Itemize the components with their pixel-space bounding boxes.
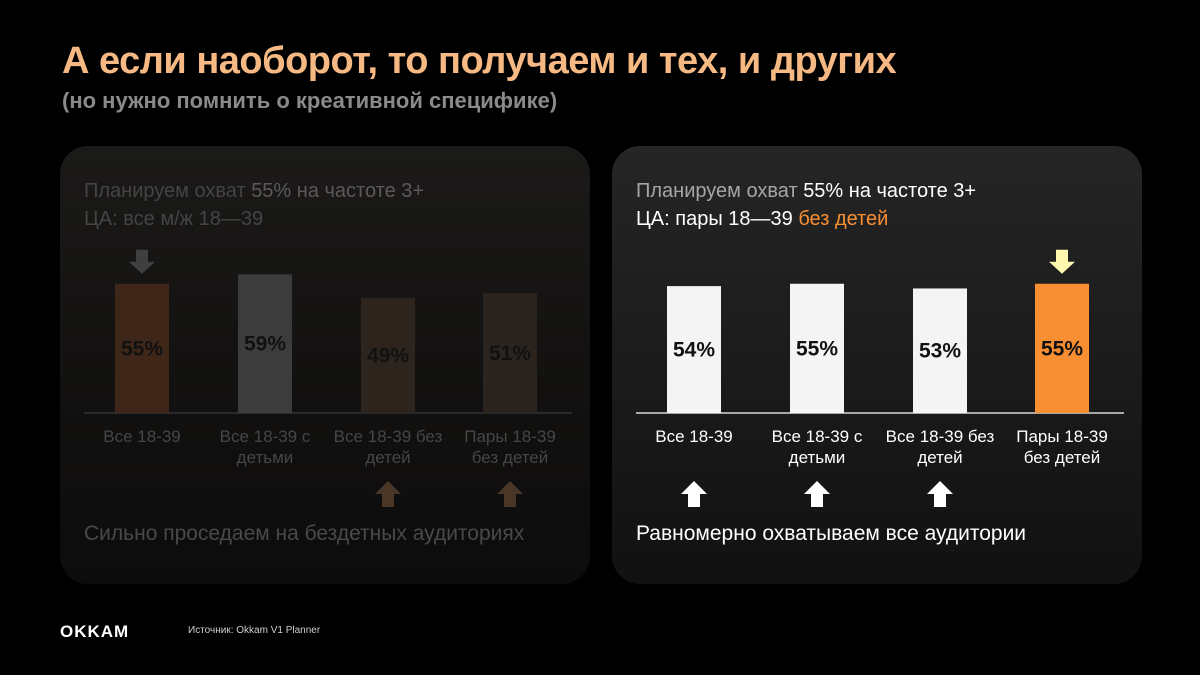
value-label: 55%: [121, 337, 163, 360]
panel-heading-line2: ЦА: пары 18—39 без детей: [636, 208, 888, 231]
panel-couples-no-kids: Планируем охват 55% на частоте 3+ ЦА: па…: [612, 146, 1142, 584]
heading-highlight: 55% на частоте 3+: [803, 180, 977, 202]
arrow-up-icon: [497, 481, 523, 507]
page-title: А если наоборот, то получаем и тех, и др…: [62, 40, 897, 82]
category-label: Все 18-39: [655, 427, 733, 446]
category-label: Все 18-39 с детьми: [771, 427, 863, 467]
bar: [667, 286, 721, 413]
arrow-down-icon: [1049, 249, 1075, 274]
value-label: 51%: [489, 342, 531, 365]
bar: [1035, 283, 1089, 413]
value-label: 53%: [919, 340, 961, 363]
heading-target: ЦА: пары 18—39: [636, 208, 799, 230]
arrow-up-icon: [375, 481, 401, 507]
category-label: Все 18-39: [103, 427, 181, 446]
category-label: Пары 18-39 без детей: [1016, 427, 1108, 467]
heading-target: ЦА: все м/ж 18—39: [84, 208, 264, 230]
bar: [115, 283, 169, 413]
category-label: Пары 18-39 без детей: [464, 427, 556, 467]
logo: OKKAM: [60, 622, 130, 641]
bar-chart-couples-no-kids: 54% 55% 53% 55%: [636, 249, 1124, 507]
category-label: Все 18-39 с детьми: [219, 427, 311, 467]
bar: [483, 293, 537, 413]
panel-heading-line1: Планируем охват 55% на частоте 3+: [636, 180, 976, 203]
heading-prefix: Планируем охват: [636, 180, 804, 202]
category-label: Все 18-39 без детей: [333, 427, 443, 467]
arrow-up-icon: [681, 481, 707, 507]
value-label: 49%: [367, 344, 409, 367]
panel-heading-line1: Планируем охват 55% на частоте 3+: [84, 180, 424, 203]
bar: [913, 288, 967, 413]
value-label: 55%: [1041, 337, 1083, 360]
arrow-down-icon: [129, 249, 155, 274]
source-note: Источник: Okkam V1 Planner: [188, 625, 321, 636]
bar: [361, 297, 415, 413]
bar: [238, 274, 292, 413]
panel-heading-line2: ЦА: все м/ж 18—39: [84, 208, 263, 231]
value-label: 55%: [796, 337, 838, 360]
panel-footnote: Сильно проседаем на бездетных аудиториях: [84, 522, 525, 545]
panel-footnote: Равномерно охватываем все аудитории: [636, 522, 1027, 545]
panel-all-audience: Планируем охват 55% на частоте 3+ ЦА: вс…: [60, 146, 590, 584]
heading-accent: без детей: [798, 208, 889, 230]
heading-highlight: 55% на частоте 3+: [251, 180, 425, 202]
category-label: Все 18-39 без детей: [885, 427, 995, 467]
bar: [790, 283, 844, 413]
bar-chart-all-audience: 55% 59% 49% 51%: [84, 249, 572, 507]
arrow-up-icon: [804, 481, 830, 507]
arrow-up-icon: [927, 481, 953, 507]
value-label: 54%: [673, 339, 715, 362]
page-subtitle: (но нужно помнить о креативной специфике…: [62, 88, 558, 113]
value-label: 59%: [244, 333, 286, 356]
heading-prefix: Планируем охват: [84, 180, 252, 202]
